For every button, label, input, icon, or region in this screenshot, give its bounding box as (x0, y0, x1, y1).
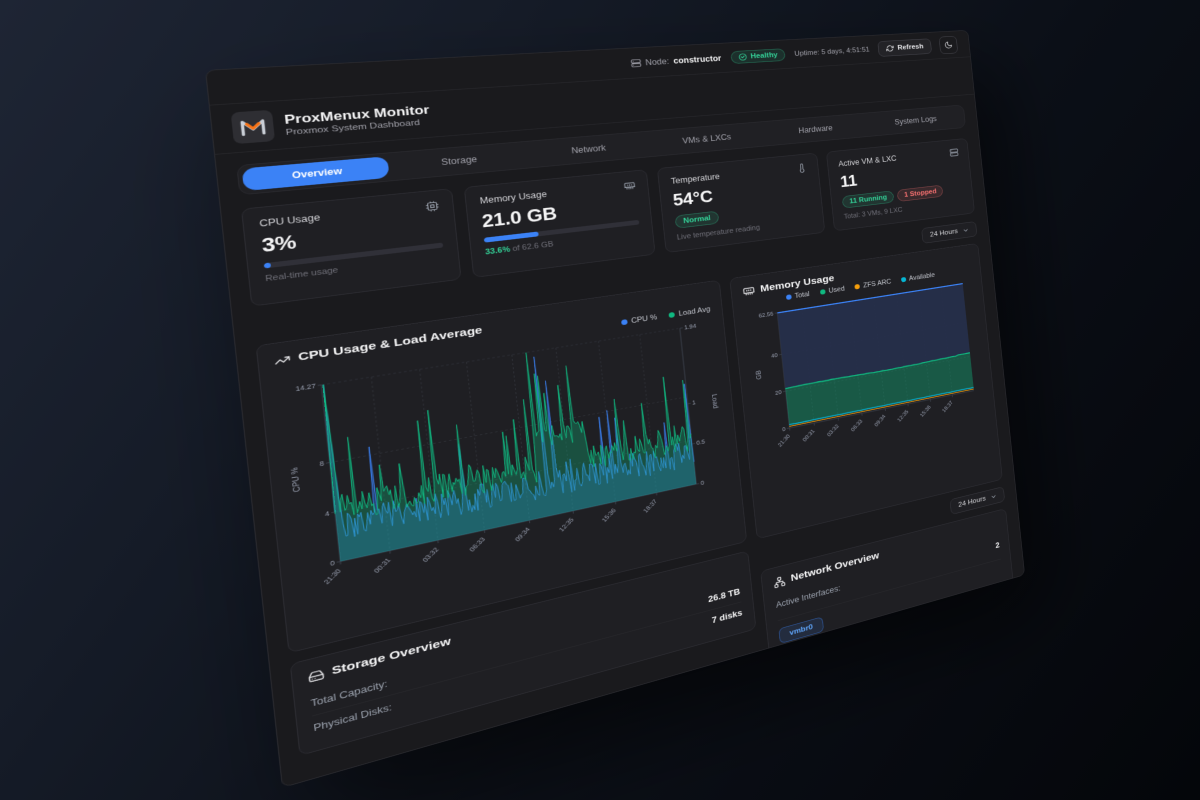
cpu-card-title: CPU Usage (258, 212, 321, 229)
tab-network[interactable]: Network (526, 134, 649, 165)
legend-dot-available (900, 276, 907, 283)
storage-disks-value: 7 disks (711, 608, 743, 626)
svg-text:14.27: 14.27 (295, 382, 316, 392)
node-label: Node: (644, 56, 670, 67)
legend-dot-total (785, 294, 792, 301)
svg-text:12:35: 12:35 (896, 409, 910, 423)
right-column: Memory Usage Total Used ZFS ARC Availabl… (729, 243, 1014, 657)
trending-up-icon (273, 352, 291, 367)
hard-drive-icon (307, 667, 325, 684)
main-grid: CPU Usage & Load Average CPU % Load Avg … (255, 243, 1014, 788)
temperature-status-badge: Normal (674, 210, 720, 229)
left-column: CPU Usage & Load Average CPU % Load Avg … (255, 279, 757, 756)
svg-text:40: 40 (771, 352, 779, 359)
svg-text:06:33: 06:33 (850, 418, 864, 433)
legend-dot-zfs (854, 283, 861, 290)
svg-text:00:31: 00:31 (372, 557, 392, 574)
check-circle-icon (738, 53, 747, 61)
uptime-text: Uptime: 5 days, 4:51:51 (793, 45, 870, 58)
memory-card-caption: 33.6% of 62.6 GB (484, 240, 554, 257)
health-label: Healthy (750, 50, 779, 60)
memory-card-title: Memory Usage (479, 189, 548, 206)
node-value: constructor (672, 53, 722, 66)
svg-text:00:31: 00:31 (801, 428, 816, 442)
tab-storage[interactable]: Storage (391, 145, 525, 178)
server-icon (630, 58, 641, 68)
svg-text:15:36: 15:36 (919, 404, 933, 418)
active-vm-lxc-card: Active VM & LXC 11 11 Running 1 Stopped … (825, 138, 975, 232)
temperature-card: Temperature 54°C Normal Live temperature… (656, 152, 826, 253)
svg-text:12:35: 12:35 (558, 516, 576, 533)
svg-text:GB: GB (754, 370, 762, 380)
dashboard-content: Overview Storage Network VMs & LXCs Hard… (215, 94, 1025, 788)
database-icon (949, 148, 959, 158)
vm-card-title: Active VM & LXC (837, 153, 897, 169)
chevron-down-icon (990, 492, 997, 500)
storage-capacity-value: 26.8 TB (707, 586, 741, 605)
vm-stopped-badge: 1 Stopped (896, 184, 944, 202)
svg-text:09:34: 09:34 (514, 526, 533, 543)
cpu-usage-card: CPU Usage 3% Real-time usage (240, 188, 462, 307)
memory-usage-card: Memory Usage 21.0 GB 33.6% of 62.6 GB (463, 169, 656, 278)
cpu-chart: 21:30 00:31 03:32 06:33 09:34 12:35 15:36 18:37… (289, 323, 720, 586)
svg-text:4: 4 (325, 510, 331, 518)
svg-text:Load: Load (710, 393, 719, 409)
svg-text:1.94: 1.94 (684, 323, 697, 331)
health-badge: Healthy (730, 48, 786, 64)
svg-text:8: 8 (319, 460, 325, 468)
svg-text:15:36: 15:36 (600, 507, 617, 523)
refresh-icon (886, 44, 894, 52)
vm-running-badge: 11 Running (841, 190, 895, 209)
svg-text:0.5: 0.5 (696, 438, 706, 446)
svg-text:1: 1 (692, 399, 696, 406)
legend-dot-used (819, 289, 826, 295)
chevron-down-icon (962, 226, 969, 233)
svg-text:03:32: 03:32 (826, 423, 840, 437)
svg-text:0: 0 (700, 479, 705, 486)
tab-vms-lxcs[interactable]: VMs & LXCs (650, 125, 763, 154)
cpu-icon (425, 200, 439, 212)
theme-toggle-button[interactable] (938, 35, 959, 54)
moon-icon (944, 40, 953, 49)
time-range-select[interactable]: 24 Hours (921, 221, 978, 244)
cpu-load-chart-card: CPU Usage & Load Average CPU % Load Avg … (255, 279, 748, 654)
tab-hardware[interactable]: Hardware (763, 116, 867, 143)
tab-system-logs[interactable]: System Logs (867, 108, 963, 134)
svg-text:21:30: 21:30 (777, 433, 792, 448)
time-range-value-secondary: 24 Hours (958, 494, 987, 509)
memory-stick-icon (623, 180, 635, 191)
svg-text:62.56: 62.56 (758, 311, 774, 319)
memory-progress-fill (483, 231, 539, 243)
brand-header: ProxMenux Monitor Proxmox System Dashboa… (209, 57, 975, 155)
svg-text:03:32: 03:32 (421, 546, 440, 563)
svg-text:0: 0 (782, 426, 786, 433)
svg-text:0: 0 (330, 559, 336, 567)
svg-text:21:30: 21:30 (322, 567, 343, 585)
svg-text:CPU %: CPU % (289, 467, 302, 493)
node-indicator: Node: constructor (630, 53, 722, 67)
svg-text:20: 20 (775, 389, 783, 396)
svg-text:09:34: 09:34 (873, 413, 887, 427)
legend-dot-load (668, 311, 676, 318)
network-icon (773, 575, 786, 589)
memory-chart: 21:30 00:31 03:32 06:33 09:34 12:35 15:36 18:37… (754, 275, 984, 448)
interface-chip-vmbr0[interactable]: vmbr0 (778, 616, 824, 644)
temperature-card-title: Temperature (670, 171, 721, 186)
refresh-label: Refresh (897, 42, 924, 52)
memory-icon (742, 285, 755, 298)
time-range-value: 24 Hours (929, 227, 959, 239)
proxmenux-logo (230, 109, 276, 145)
refresh-button[interactable]: Refresh (877, 38, 933, 57)
thermometer-icon (797, 163, 808, 173)
legend-dot-cpu (621, 319, 628, 326)
tab-overview[interactable]: Overview (241, 156, 390, 192)
cpu-progress-fill (263, 262, 272, 269)
memory-chart-card: Memory Usage Total Used ZFS ARC Availabl… (729, 243, 1003, 540)
svg-text:06:33: 06:33 (468, 536, 487, 553)
svg-text:18:37: 18:37 (642, 498, 659, 514)
dashboard-window: Node: constructor Healthy Uptime: 5 days… (205, 30, 1025, 789)
active-interfaces-value: 2 (995, 540, 1000, 550)
svg-text:18:37: 18:37 (941, 400, 954, 414)
